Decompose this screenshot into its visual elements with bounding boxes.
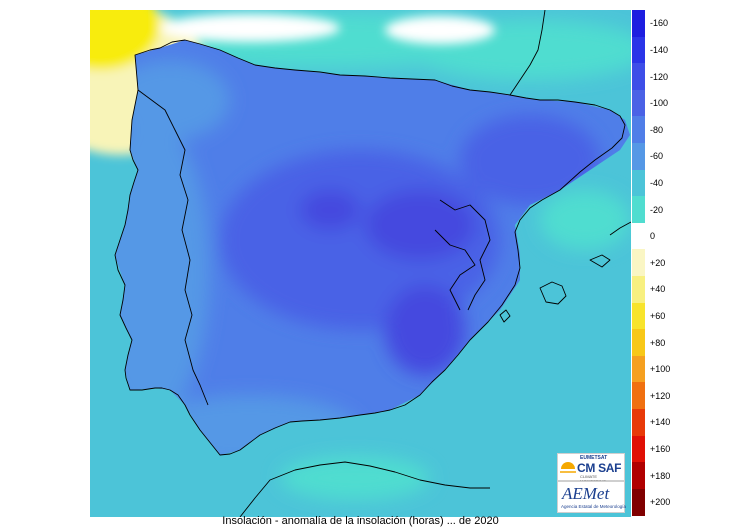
legend-swatch [632,329,645,357]
region-border-east [439,199,491,311]
morocco-coast [239,461,490,517]
cmsaf-logo: EUMETSAT CM SAF CLIMATE MONITORING [557,453,625,484]
legend-label: +80 [650,337,666,348]
legend-swatch [632,10,645,37]
cmsaf-eumetsat-text: EUMETSAT [580,455,608,461]
legend-swatch [632,462,645,490]
island-mallorca [539,281,567,305]
legend-label: +100 [650,364,671,375]
map-caption: Insolación - anomalía de la insolación (… [222,515,499,527]
legend-swatch [632,302,645,330]
sea-turquoise-alboran [280,456,430,500]
legend-label: +60 [650,310,666,321]
sea-turquoise-balearic [540,190,630,250]
legend-label: +40 [650,284,666,295]
legend-label: -60 [650,151,664,162]
legend-label: -160 [650,18,669,29]
legend-label: -40 [650,177,664,188]
legend-swatch [632,355,645,383]
legend-label: +20 [650,257,666,268]
border-portugal [137,89,209,406]
coastline [114,39,626,456]
legend-label: +180 [650,470,671,481]
legend-swatch [632,222,645,250]
legend-swatch [632,382,645,410]
aemet-logo: AEMet Agencia Estatal de Meteorología [557,481,627,513]
island-ibiza [499,309,511,323]
legend-label: -100 [650,98,669,109]
land-peak-center [365,190,475,260]
island-menorca [589,254,611,268]
legend-label: 0 [650,231,656,242]
legend-label: -20 [650,204,664,215]
legend-label: -140 [650,44,669,55]
color-legend: -160 -140 -120 -100 -80 -60 -40 -20 0 +20 +40 +60 +8… [632,10,741,516]
cmsaf-title: CM SAF [577,461,622,475]
legend-label: +200 [650,497,671,508]
land-lighter-northwest [115,60,230,140]
legend-swatch [632,435,645,463]
legend-swatch [632,89,645,117]
cmsaf-sun-icon [560,462,576,473]
land-high-northeast [460,115,600,205]
legend-swatch [632,249,645,277]
legend-swatch [632,196,645,224]
white-band-north [160,14,340,42]
legend-label: -80 [650,124,664,135]
legend-label: +120 [650,390,671,401]
legend-label: +160 [650,443,671,454]
legend-swatch [632,409,645,436]
legend-swatch [632,36,645,64]
region-border-valencia [434,229,476,311]
aemet-title: AEMet [562,484,610,503]
legend-label: +140 [650,417,671,428]
legend-swatch [632,63,645,91]
legend-swatch [632,276,645,303]
border-france [509,10,546,96]
legend-swatch [632,488,645,516]
insolation-anomaly-map [90,10,631,517]
legend-swatch [632,143,645,170]
legend-swatch [632,116,645,144]
white-band-northeast [385,16,495,44]
legend-swatch [632,169,645,197]
aemet-subtitle: Agencia Estatal de Meteorología [561,504,627,509]
land-peak-spot [300,190,360,230]
legend-label: -120 [650,71,669,82]
land-peak-southeast [385,285,465,375]
island-sardinia-tip [609,221,631,236]
